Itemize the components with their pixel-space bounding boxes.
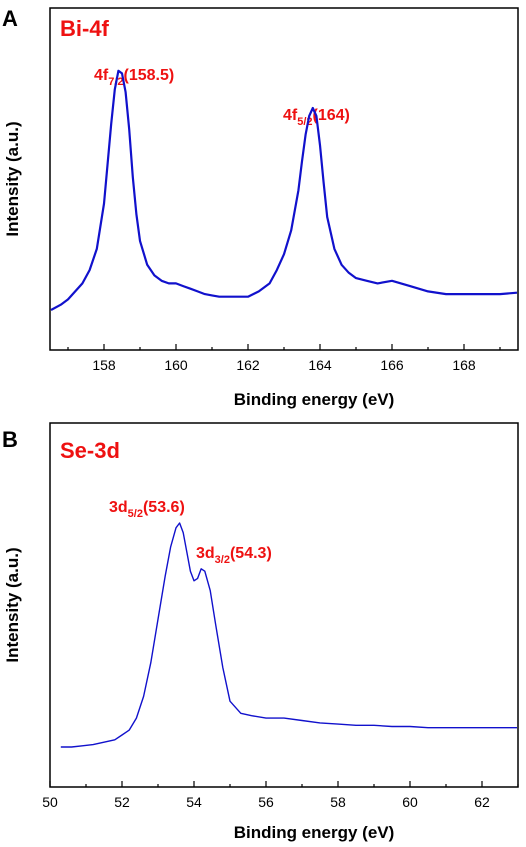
x-tick-label: 54 bbox=[186, 794, 202, 810]
panel-label: B bbox=[2, 427, 18, 452]
x-tick-label: 56 bbox=[258, 794, 274, 810]
x-tick-label: 162 bbox=[236, 357, 260, 373]
x-tick-label: 158 bbox=[92, 357, 116, 373]
panel-label: A bbox=[2, 6, 18, 31]
x-tick-label: 60 bbox=[402, 794, 418, 810]
x-axis-label: Binding energy (eV) bbox=[234, 390, 395, 409]
x-tick-label: 166 bbox=[380, 357, 404, 373]
y-axis-label: Intensity (a.u.) bbox=[3, 121, 22, 236]
x-tick-label: 62 bbox=[474, 794, 490, 810]
peak-annotation: 4f7/2(158.5) bbox=[94, 67, 174, 88]
panel-title: Bi-4f bbox=[60, 16, 110, 41]
x-tick-label: 50 bbox=[42, 794, 58, 810]
x-tick-label: 58 bbox=[330, 794, 346, 810]
x-axis-label: Binding energy (eV) bbox=[234, 823, 395, 842]
spectrum-line-A bbox=[50, 69, 518, 311]
x-tick-label: 160 bbox=[164, 357, 188, 373]
x-tick-label: 52 bbox=[114, 794, 130, 810]
plot-frame-B bbox=[49, 422, 519, 788]
peak-annotation: 3d3/2(54.3) bbox=[196, 545, 272, 566]
x-tick-label: 168 bbox=[452, 357, 476, 373]
x-tick-label: 164 bbox=[308, 357, 332, 373]
spectrum-line-B bbox=[60, 522, 517, 748]
peak-annotation: 3d5/2(53.6) bbox=[109, 499, 185, 520]
peak-annotation: 4f5/2(164) bbox=[283, 107, 350, 128]
panel-title: Se-3d bbox=[60, 438, 120, 463]
plot-frame-A bbox=[49, 7, 519, 351]
y-axis-label: Intensity (a.u.) bbox=[3, 547, 22, 662]
